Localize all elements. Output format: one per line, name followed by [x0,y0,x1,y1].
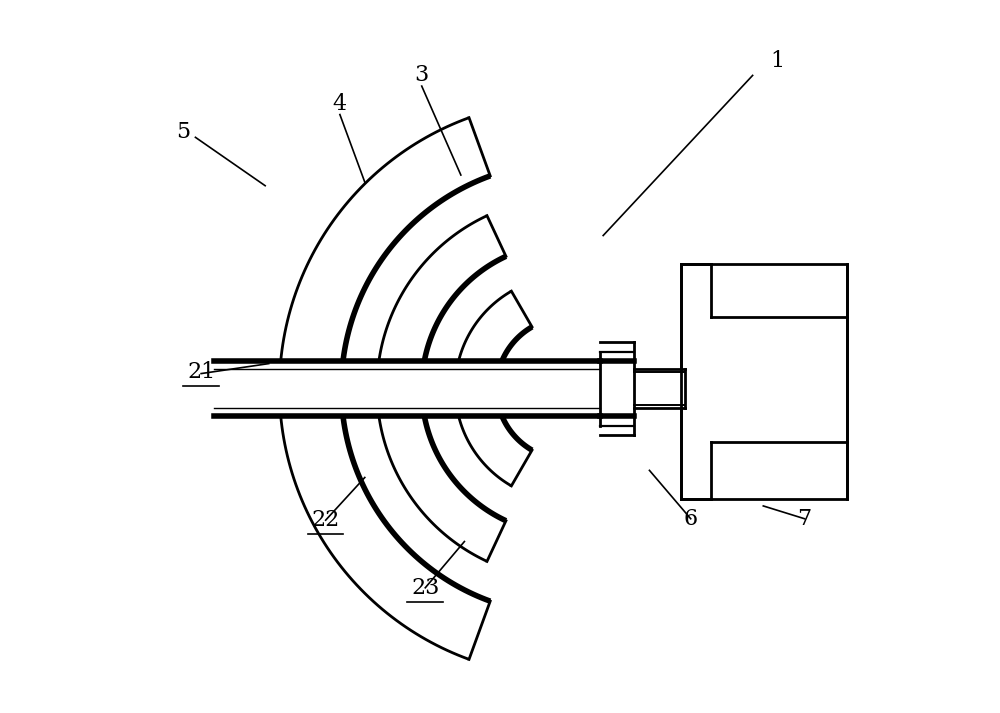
Bar [681,264,847,499]
Text: 23: 23 [411,577,439,599]
Bar [681,264,847,499]
Bar [600,342,685,435]
Polygon shape [377,215,506,561]
Polygon shape [455,291,532,486]
Text: 4: 4 [333,93,347,115]
Text: 7: 7 [798,508,812,530]
Text: 5: 5 [176,121,190,143]
Text: 1: 1 [770,50,785,72]
Text: 6: 6 [684,508,698,530]
Polygon shape [279,118,490,660]
Bar [214,361,600,416]
Bar [600,342,634,435]
Bar [214,369,600,409]
Text: 3: 3 [415,64,429,86]
Bar [634,369,685,409]
Text: 22: 22 [312,509,340,531]
Text: 21: 21 [187,361,215,383]
